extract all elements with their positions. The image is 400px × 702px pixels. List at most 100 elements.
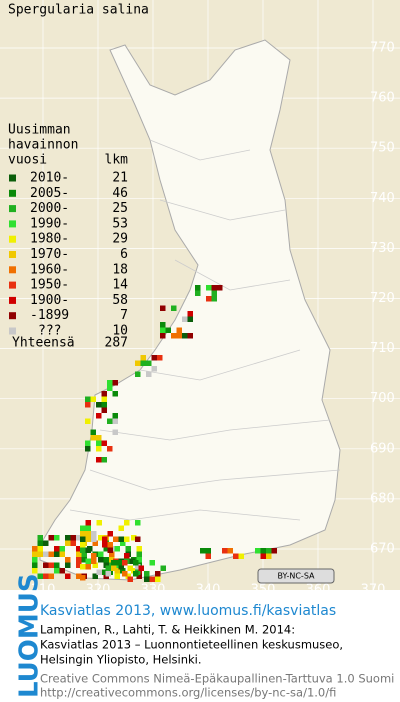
occurrence-square [76, 551, 82, 557]
citation: Kasviatlas 2013 – Luonnontieteellinen ke… [40, 638, 343, 652]
occurrence-square [85, 531, 91, 537]
legend-label: 1960- [30, 262, 69, 277]
occurrence-square [103, 557, 109, 563]
occurrence-square [37, 573, 43, 579]
legend-swatch [9, 327, 16, 335]
footer-background [0, 590, 400, 702]
logo: LUOMUS [15, 573, 45, 698]
occurrence-square [118, 536, 124, 542]
occurrence-square [135, 371, 141, 377]
occurrence-square [59, 568, 65, 574]
occurrence-square [260, 548, 266, 554]
occurrence-square [102, 542, 108, 548]
legend-count: 10 [112, 324, 128, 339]
occurrence-square [65, 573, 71, 579]
occurrence-square [96, 440, 102, 446]
northing-label: 750 [370, 141, 395, 156]
occurrence-square [37, 551, 43, 557]
occurrence-square [140, 360, 146, 366]
occurrence-square [107, 531, 113, 537]
occurrence-square [54, 546, 60, 552]
occurrence-square [206, 296, 212, 302]
occurrence-square [124, 553, 130, 559]
occurrence-square [114, 546, 120, 552]
occurrence-square [85, 525, 91, 531]
legend-swatch [9, 281, 16, 289]
occurrence-square [233, 553, 239, 559]
license-badge [257, 568, 335, 584]
legend-swatch [9, 189, 16, 197]
occurrence-square [112, 380, 118, 386]
occurrence-square [103, 546, 109, 552]
occurrence-square [155, 576, 161, 582]
occurrence-square [124, 520, 130, 526]
occurrence-square [146, 360, 152, 366]
occurrence-square [114, 573, 120, 579]
occurrence-square [32, 551, 38, 557]
legend-count: 18 [112, 262, 128, 277]
occurrence-square [155, 571, 161, 577]
occurrence-square [90, 429, 96, 435]
occurrence-square [118, 564, 124, 570]
occurrence-square [107, 380, 113, 386]
occurrence-square [103, 562, 109, 568]
occurrence-square [96, 413, 102, 419]
northing-label: 670 [370, 542, 395, 557]
occurrence-square [59, 551, 65, 557]
occurrence-square [144, 571, 150, 577]
occurrence-square [127, 576, 133, 582]
legend-heading: havainnon [8, 138, 78, 153]
occurrence-square [135, 360, 141, 366]
occurrence-square [81, 557, 87, 563]
occurrence-square [32, 546, 38, 552]
legend-label: 1990- [30, 216, 69, 231]
occurrence-square [187, 311, 193, 317]
occurrence-square [125, 573, 131, 579]
legend-label: 1900- [30, 293, 69, 308]
occurrence-square [109, 551, 115, 557]
occurrence-square [187, 316, 193, 322]
occurrence-square [90, 435, 96, 441]
occurrence-square [116, 560, 122, 566]
legend-label: -1899 [30, 308, 69, 323]
legend-swatch [9, 296, 16, 304]
occurrence-square [112, 413, 118, 419]
occurrence-square [107, 385, 113, 391]
occurrence-square [81, 551, 87, 557]
northing-label: 730 [370, 241, 395, 256]
legend-swatch [9, 235, 16, 243]
occurrence-square [48, 573, 54, 579]
legend-total-count: 287 [105, 336, 128, 351]
occurrence-square [136, 546, 142, 552]
province-borders [69, 139, 341, 521]
legend-column: lkm [105, 153, 129, 168]
legend-total-label: Yhteensä [12, 336, 75, 351]
occurrence-square [160, 333, 166, 339]
occurrence-square [54, 562, 60, 568]
occurrence-square [80, 542, 86, 548]
occurrence-square [101, 391, 107, 397]
occurrence-square [271, 548, 277, 554]
occurrence-square [140, 355, 146, 361]
occurrence-square [157, 355, 163, 361]
occurrence-square [102, 569, 108, 575]
citation: Helsingin Yliopisto, Helsinki. [40, 653, 202, 667]
occurrence-square [101, 440, 107, 446]
occurrence-square [171, 333, 177, 339]
legend-label: ??? [38, 324, 61, 339]
easting-label: 370 [361, 583, 386, 598]
occurrence-square [135, 564, 141, 570]
occurrence-square [102, 536, 108, 542]
occurrence-square [76, 557, 82, 563]
occurrence-square [92, 573, 98, 579]
occurrence-square [101, 402, 107, 408]
occurrence-square [146, 371, 152, 377]
legend-count: 46 [112, 186, 128, 201]
legend-count: 7 [120, 308, 128, 323]
legend-label: 2010- [30, 171, 69, 186]
legend-heading: Uusimman [8, 123, 71, 138]
occurrence-square [238, 553, 244, 559]
occurrence-square [111, 565, 117, 571]
occurrence-square [131, 535, 137, 541]
occurrence-square [266, 553, 272, 559]
